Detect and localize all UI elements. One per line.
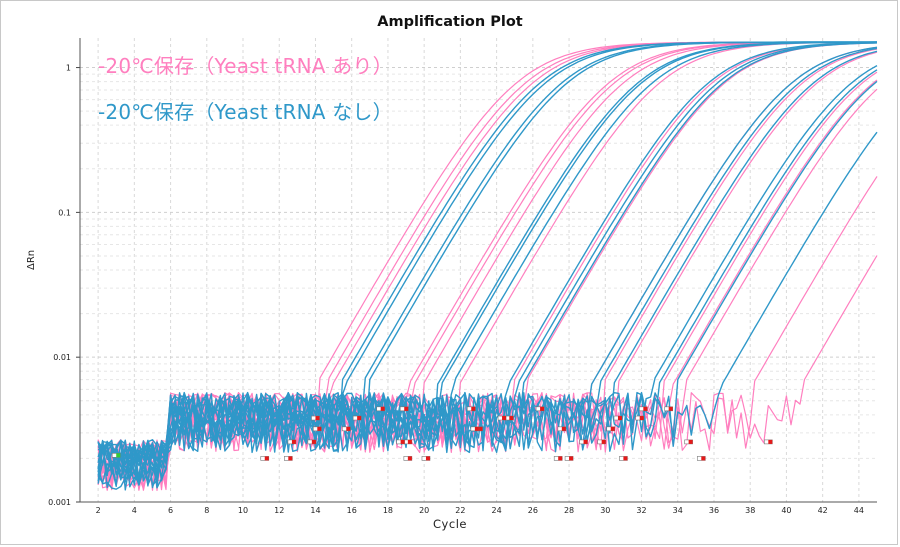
amplification-curve [97,80,878,471]
threshold-marker-fill [569,456,574,461]
threshold-marker-fill [346,426,351,431]
x-tick-label: 42 [818,506,828,515]
threshold-markers [111,406,773,461]
threshold-marker-fill [425,456,430,461]
threshold-marker-fill [380,406,385,411]
threshold-marker-fill [288,456,293,461]
threshold-marker-fill [623,456,628,461]
threshold-marker-fill [502,416,507,421]
amplification-curve [97,131,878,483]
x-tick-label: 12 [274,506,284,515]
threshold-marker-fill [540,406,545,411]
axes [76,38,877,503]
y-tick-label: 0.01 [53,353,71,362]
x-tick-label: 18 [383,506,393,515]
threshold-marker-fill [561,426,566,431]
y-tick-labels: 1 0.1 0.01 0.001 [48,64,71,507]
threshold-marker-fill [610,426,615,431]
y-tick-label: 0.1 [58,208,71,217]
amplification-curve [97,69,878,491]
threshold-marker-fill [264,456,269,461]
threshold-marker-fill [317,426,322,431]
x-tick-label: 28 [564,506,574,515]
threshold-marker-fill [315,416,320,421]
amplification-curve [97,255,878,491]
threshold-marker-fill [701,456,706,461]
x-axis-label: Cycle [433,517,467,531]
x-tick-label: 36 [709,506,719,515]
x-tick-label: 26 [528,506,538,515]
amplification-curves [97,41,878,491]
y-tick-label: 0.001 [48,498,71,507]
threshold-marker-fill [688,439,693,444]
threshold-marker-fill [509,416,514,421]
threshold-marker-fill [478,426,483,431]
threshold-marker-fill [407,456,412,461]
x-tick-label: 30 [600,506,610,515]
x-tick-label: 10 [238,506,248,515]
threshold-marker-fill [643,406,648,411]
x-tick-label: 16 [347,506,357,515]
y-tick-label: 1 [66,64,71,73]
legend-entry-with-trna: -20℃保存（Yeast tRNA あり） [98,54,393,78]
x-tick-label: 6 [168,506,173,515]
threshold-marker-fill [768,439,773,444]
baseline-marker-fill [116,453,121,458]
threshold-marker-fill [400,439,405,444]
threshold-marker-fill [404,406,409,411]
x-tick-label: 34 [673,506,683,515]
threshold-marker-fill [558,456,563,461]
chart-title: Amplification Plot [377,14,523,30]
x-tick-label: 38 [745,506,755,515]
threshold-marker-fill [668,406,673,411]
x-tick-labels: 2 4 6 8 10 12 14 16 18 20 22 24 26 28 30 32 34 36 38 40 42 44 [96,506,864,515]
threshold-marker-fill [357,416,362,421]
x-tick-label: 8 [204,506,209,515]
threshold-marker-fill [471,406,476,411]
x-tick-label: 32 [636,506,646,515]
x-tick-label: 40 [781,506,791,515]
x-tick-label: 4 [132,506,137,515]
x-tick-label: 20 [419,506,429,515]
legend-entry-without-trna: -20℃保存（Yeast tRNA なし） [98,100,393,124]
threshold-marker-fill [617,416,622,421]
threshold-marker-fill [474,426,479,431]
x-tick-label: 24 [492,506,502,515]
x-tick-label: 2 [96,506,101,515]
threshold-marker-fill [583,439,588,444]
threshold-marker-fill [639,416,644,421]
threshold-marker-fill [407,439,412,444]
threshold-marker-fill [291,439,296,444]
threshold-marker-fill [311,439,316,444]
amplification-curve [97,50,878,486]
x-tick-label: 14 [310,506,320,515]
amplification-curve [97,41,878,483]
x-tick-label: 44 [854,506,864,515]
x-tick-label: 22 [455,506,465,515]
threshold-marker-fill [601,439,606,444]
amplification-curve [97,41,877,491]
